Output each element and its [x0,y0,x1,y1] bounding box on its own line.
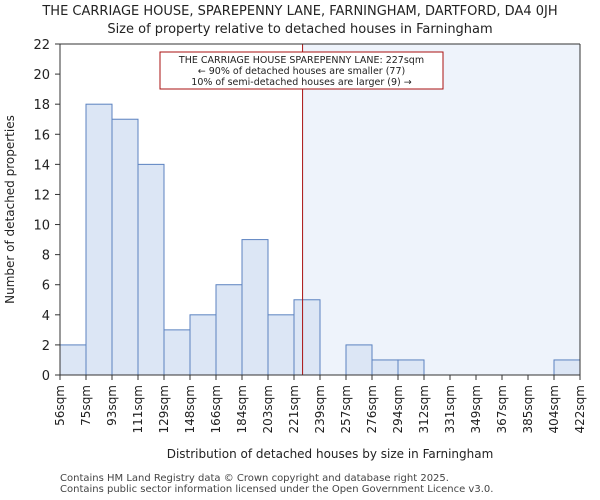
y-tick-label: 14 [33,158,50,173]
bar [267,314,295,376]
x-tick-label: 111sqm [131,385,145,433]
bar [397,359,425,376]
annotation-box: THE CARRIAGE HOUSE SPAREPENNY LANE: 227s… [159,51,444,90]
y-tick-label: 16 [33,128,50,143]
bar [345,344,373,376]
x-tick-label: 276sqm [365,385,379,433]
y-tick-label: 10 [33,219,50,234]
x-tick-label: 385sqm [521,385,535,433]
x-tick-label: 422sqm [573,385,587,433]
x-tick-label: 349sqm [469,385,483,433]
x-tick-label: 203sqm [261,385,275,433]
y-tick-label: 6 [42,279,50,294]
highlight-region [302,44,580,375]
chart-subtitle: Size of property relative to detached ho… [107,22,493,37]
chart-title: THE CARRIAGE HOUSE, SPAREPENNY LANE, FAR… [42,4,558,19]
y-tick-label: 18 [33,98,50,113]
x-tick-label: 56sqm [53,385,67,426]
x-axis-label: Distribution of detached houses by size … [167,447,494,461]
x-tick-label: 404sqm [547,385,561,433]
footer-copyright: Contains HM Land Registry data © Crown c… [60,473,449,484]
footer-licence: Contains public sector information licen… [60,484,494,495]
x-tick-label: 221sqm [287,385,301,433]
y-tick-label: 0 [42,369,50,384]
y-tick-label: 20 [33,68,50,83]
x-tick-label: 184sqm [235,385,249,433]
bar [241,239,269,376]
x-tick-label: 93sqm [105,385,119,426]
bar [553,359,581,376]
bar [371,359,399,376]
y-tick-label: 2 [42,339,50,354]
x-tick-label: 257sqm [339,385,353,433]
x-tick-label: 312sqm [417,385,431,433]
bar [111,118,139,376]
x-tick-label: 166sqm [209,385,223,433]
x-tick-label: 294sqm [391,385,405,433]
bar [293,299,321,376]
x-tick-label: 367sqm [495,385,509,433]
x-tick-label: 239sqm [313,385,327,433]
x-tick-label: 129sqm [157,385,171,433]
bar [85,103,113,376]
y-axis-label: Number of detached properties [3,115,17,304]
y-tick-label: 22 [33,38,50,53]
bar-chart: 0 2 4 6 8 10 12 14 16 18 20 22 56sqm 75sqm 93sqm 111sq… [3,38,587,461]
y-tick-label: 8 [42,249,50,264]
x-tick-label: 148sqm [183,385,197,433]
bar [189,314,217,376]
annotation-line: 10% of semi-detached houses are larger (… [191,77,411,88]
y-tick-label: 4 [42,309,50,324]
y-tick-label: 12 [33,188,50,203]
bar [59,344,87,376]
x-tick-label: 75sqm [79,385,93,426]
annotation-line: ← 90% of detached houses are smaller (77… [198,66,405,77]
bar [137,163,165,376]
annotation-line: THE CARRIAGE HOUSE SPAREPENNY LANE: 227s… [178,55,424,66]
bar [215,284,243,376]
x-tick-label: 331sqm [443,385,457,433]
bar [163,329,191,376]
